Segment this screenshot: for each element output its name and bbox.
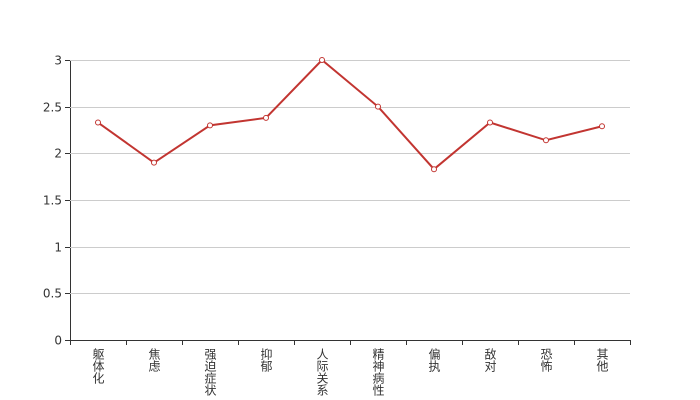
y-tick-label: 0.5 bbox=[43, 287, 62, 301]
point bbox=[375, 103, 381, 110]
x-tick-label: 敌对 bbox=[483, 347, 497, 372]
x-tick-label: 其他 bbox=[595, 348, 609, 372]
point bbox=[487, 119, 493, 126]
point bbox=[95, 119, 101, 126]
y-tick-label: 2 bbox=[54, 147, 62, 161]
x-tick-label: 抑郁 bbox=[259, 347, 273, 373]
point bbox=[431, 166, 437, 173]
x-tick-label: 人际关系 bbox=[315, 348, 329, 396]
point bbox=[263, 114, 269, 121]
x-tick-label: 躯体化 bbox=[91, 347, 105, 385]
x-tick-label: 强迫症状 bbox=[203, 348, 217, 396]
point bbox=[319, 57, 325, 63]
x-tick-label: 偏执 bbox=[427, 347, 441, 373]
y-tick-label: 2.5 bbox=[43, 101, 62, 115]
point bbox=[207, 122, 213, 129]
x-tick-label: 焦虑 bbox=[147, 348, 161, 372]
point bbox=[151, 159, 157, 166]
line bbox=[97, 58, 603, 171]
y-tick-label: 1.5 bbox=[43, 194, 62, 208]
y-tick-label: 3 bbox=[54, 54, 62, 68]
x-tick-label: 恐怖 bbox=[539, 348, 553, 372]
point bbox=[543, 137, 549, 144]
y-tick-label: 1 bbox=[54, 241, 62, 255]
point bbox=[599, 123, 605, 130]
y-tick-label: 0 bbox=[54, 334, 62, 348]
x-tick-label: 精神病性 bbox=[371, 348, 385, 397]
